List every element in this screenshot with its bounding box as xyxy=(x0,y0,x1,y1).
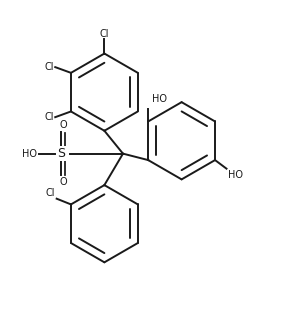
Text: Cl: Cl xyxy=(100,29,109,39)
Text: HO: HO xyxy=(22,149,37,159)
Text: Cl: Cl xyxy=(44,62,54,72)
Text: O: O xyxy=(60,120,67,130)
Text: Cl: Cl xyxy=(44,112,54,122)
Text: HO: HO xyxy=(152,94,168,104)
Text: O: O xyxy=(60,177,67,187)
Text: Cl: Cl xyxy=(46,188,55,198)
Text: HO: HO xyxy=(228,170,243,180)
Text: S: S xyxy=(57,147,65,160)
